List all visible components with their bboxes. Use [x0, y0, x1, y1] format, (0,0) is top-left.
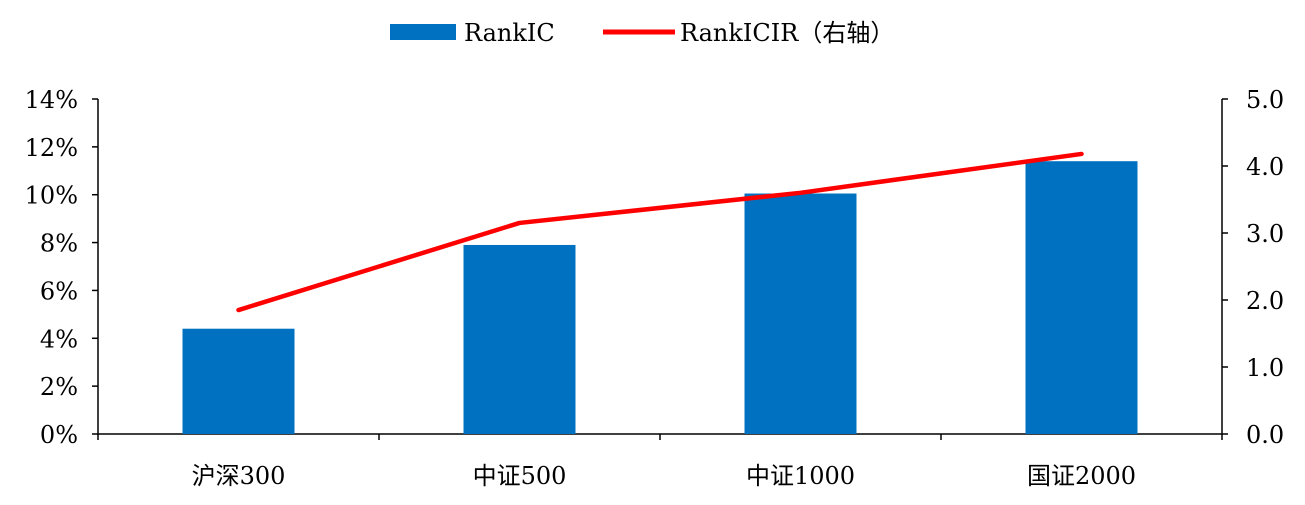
right-tick-label: 3.0 [1246, 220, 1284, 248]
right-tick-label: 2.0 [1246, 287, 1284, 315]
bar [463, 244, 576, 434]
right-tick-label: 0.0 [1246, 421, 1284, 449]
left-tick-label: 12% [25, 134, 78, 162]
left-tick-label: 2% [40, 373, 78, 401]
left-tick-label: 8% [40, 230, 78, 258]
bar [1025, 161, 1138, 434]
left-tick-label: 10% [25, 182, 78, 210]
left-tick-label: 0% [40, 421, 78, 449]
category-label: 国证2000 [1027, 462, 1136, 490]
legend-bar-swatch [390, 24, 456, 40]
category-label: 沪深300 [192, 462, 286, 490]
left-tick-label: 4% [40, 325, 78, 353]
legend: RankIC RankICIR（右轴） [390, 19, 894, 47]
legend-line-label: RankICIR（右轴） [680, 19, 894, 47]
tick-labels: 0% 2% 4% 6% 8% 10% 12% 14% 0.0 1.0 2.0 3.0 4.0 5.0 [25, 86, 1285, 449]
series-line [236, 151, 1084, 313]
category-labels: 沪深300 中证500 中证1000 国证2000 [192, 462, 1136, 490]
left-tick-label: 6% [40, 277, 78, 305]
bar [744, 193, 857, 434]
bars [182, 161, 1138, 434]
line-series [236, 151, 1084, 313]
left-tick-label: 14% [25, 86, 78, 114]
legend-bar-label: RankIC [464, 19, 555, 47]
right-tick-label: 1.0 [1246, 354, 1284, 382]
right-tick-label: 5.0 [1246, 86, 1284, 114]
right-tick-label: 4.0 [1246, 153, 1284, 181]
category-label: 中证500 [473, 462, 567, 490]
category-label: 中证1000 [746, 462, 855, 490]
bar [182, 328, 295, 434]
